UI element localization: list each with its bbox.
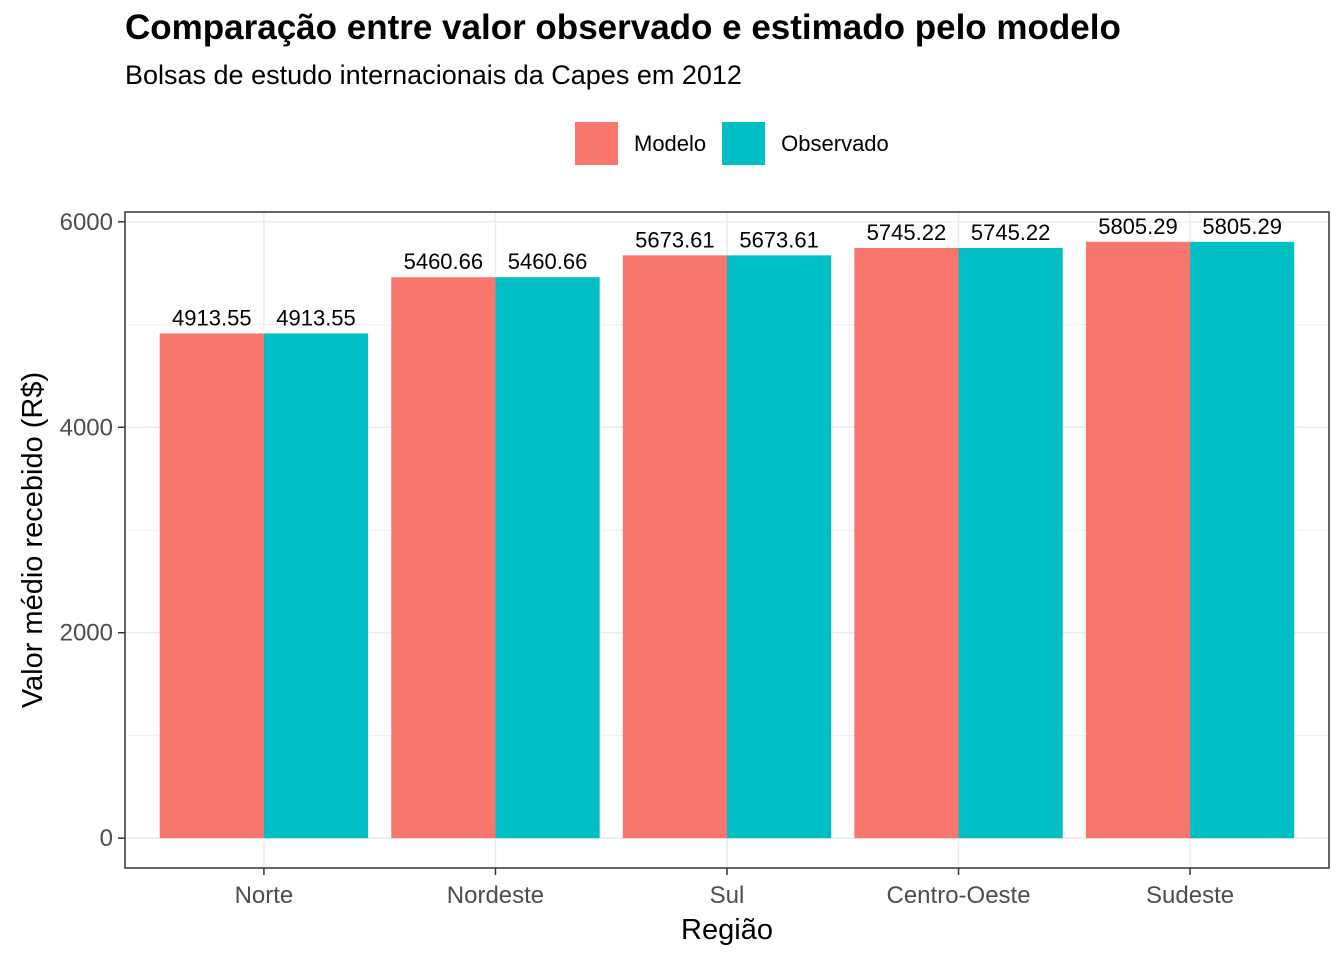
data-label: 5805.29 <box>1098 214 1178 239</box>
data-label: 5673.61 <box>635 227 715 252</box>
data-label: 4913.55 <box>276 305 356 330</box>
y-tick-label: 2000 <box>60 620 113 647</box>
x-tick-label: Norte <box>235 882 294 909</box>
data-label: 5805.29 <box>1202 214 1282 239</box>
bar-observado-centro-oeste <box>958 247 1063 839</box>
bar-observado-sul <box>727 255 832 839</box>
data-label: 4913.55 <box>172 305 252 330</box>
chart-subtitle: Bolsas de estudo internacionais da Capes… <box>125 60 742 90</box>
chart-title: Comparação entre valor observado e estim… <box>125 8 1121 47</box>
data-label: 5745.22 <box>971 220 1051 245</box>
bars <box>159 241 1295 839</box>
x-tick-label: Centro-Oeste <box>887 882 1031 909</box>
legend-label-modelo: Modelo <box>634 130 707 156</box>
legend-key-observado <box>722 122 766 165</box>
y-tick-label: 6000 <box>60 209 113 236</box>
legend-key-modelo <box>575 122 618 165</box>
x-tick-label: Nordeste <box>447 882 544 909</box>
bar-modelo-centro-oeste <box>854 247 959 839</box>
data-label: 5460.66 <box>508 249 588 274</box>
bar-modelo-norte <box>159 333 264 839</box>
x-tick-label: Sul <box>710 882 745 909</box>
x-axis-title: Região <box>681 914 773 946</box>
data-label: 5460.66 <box>404 249 484 274</box>
x-tick-label: Sudeste <box>1146 882 1234 909</box>
data-labels: 4913.55 5460.66 5673.61 5745.22 5805.29 4913.… <box>172 214 1282 331</box>
data-label: 5673.61 <box>739 227 819 252</box>
axes: 0 2000 4000 6000 Norte Nordeste Sul Centro-Oest… <box>60 209 1235 909</box>
y-axis-title: Valor médio recebido (R$) <box>17 372 49 708</box>
legend: Modelo Observado <box>575 122 905 165</box>
y-tick-label: 0 <box>100 825 113 852</box>
bar-modelo-sudeste <box>1085 241 1191 839</box>
bar-observado-sudeste <box>1190 241 1295 839</box>
bar-observado-norte <box>263 333 369 839</box>
bar-modelo-sul <box>622 255 727 839</box>
bar-modelo-nordeste <box>391 277 496 839</box>
data-label: 5745.22 <box>867 220 947 245</box>
legend-label-observado: Observado <box>781 130 889 156</box>
y-tick-label: 4000 <box>60 414 113 441</box>
bar-observado-nordeste <box>495 277 600 839</box>
